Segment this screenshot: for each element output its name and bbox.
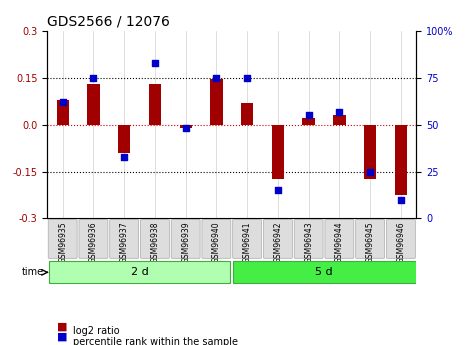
FancyBboxPatch shape	[49, 261, 230, 283]
Text: 2 d: 2 d	[131, 267, 149, 277]
Text: GSM96942: GSM96942	[273, 221, 282, 263]
Point	[274, 187, 282, 193]
Text: GSM96935: GSM96935	[58, 221, 67, 263]
Bar	[149, 84, 161, 125]
Point	[213, 75, 220, 81]
FancyBboxPatch shape	[171, 219, 200, 258]
Bar	[241, 103, 254, 125]
Point	[397, 197, 405, 203]
Text: ■: ■	[57, 322, 67, 332]
Point	[182, 126, 189, 131]
Point	[90, 75, 97, 81]
Point	[120, 154, 128, 159]
Text: GSM96936: GSM96936	[89, 221, 98, 263]
Text: GSM96941: GSM96941	[243, 221, 252, 263]
Bar	[364, 125, 377, 179]
Bar	[303, 118, 315, 125]
Bar	[272, 125, 284, 179]
Text: GSM96939: GSM96939	[181, 221, 190, 263]
Bar	[118, 125, 131, 153]
FancyBboxPatch shape	[48, 219, 77, 258]
Bar	[210, 79, 223, 125]
Text: time: time	[22, 267, 44, 277]
Text: percentile rank within the sample: percentile rank within the sample	[73, 337, 238, 345]
Text: GSM96945: GSM96945	[366, 221, 375, 263]
Bar	[394, 125, 407, 195]
FancyBboxPatch shape	[140, 219, 169, 258]
FancyBboxPatch shape	[294, 219, 323, 258]
FancyBboxPatch shape	[202, 219, 231, 258]
Point	[151, 60, 159, 66]
FancyBboxPatch shape	[325, 219, 354, 258]
Point	[59, 99, 66, 105]
Text: GSM96943: GSM96943	[304, 221, 313, 263]
Point	[366, 169, 374, 174]
Point	[305, 112, 312, 118]
Text: GSM96944: GSM96944	[335, 221, 344, 263]
FancyBboxPatch shape	[233, 219, 262, 258]
Text: GSM96937: GSM96937	[120, 221, 129, 263]
Text: ■: ■	[57, 332, 67, 342]
Text: GDS2566 / 12076: GDS2566 / 12076	[47, 14, 170, 29]
Point	[336, 109, 343, 114]
Text: 5 d: 5 d	[315, 267, 333, 277]
FancyBboxPatch shape	[263, 219, 292, 258]
FancyBboxPatch shape	[110, 219, 139, 258]
FancyBboxPatch shape	[386, 219, 415, 258]
Bar	[333, 115, 345, 125]
FancyBboxPatch shape	[79, 219, 108, 258]
FancyBboxPatch shape	[233, 261, 418, 283]
Text: GSM96946: GSM96946	[396, 221, 405, 263]
Bar	[57, 100, 69, 125]
Text: GSM96940: GSM96940	[212, 221, 221, 263]
Text: log2 ratio: log2 ratio	[73, 326, 120, 336]
Bar	[180, 125, 192, 128]
Point	[243, 75, 251, 81]
FancyBboxPatch shape	[356, 219, 385, 258]
Text: GSM96938: GSM96938	[150, 221, 159, 263]
Bar	[87, 84, 99, 125]
